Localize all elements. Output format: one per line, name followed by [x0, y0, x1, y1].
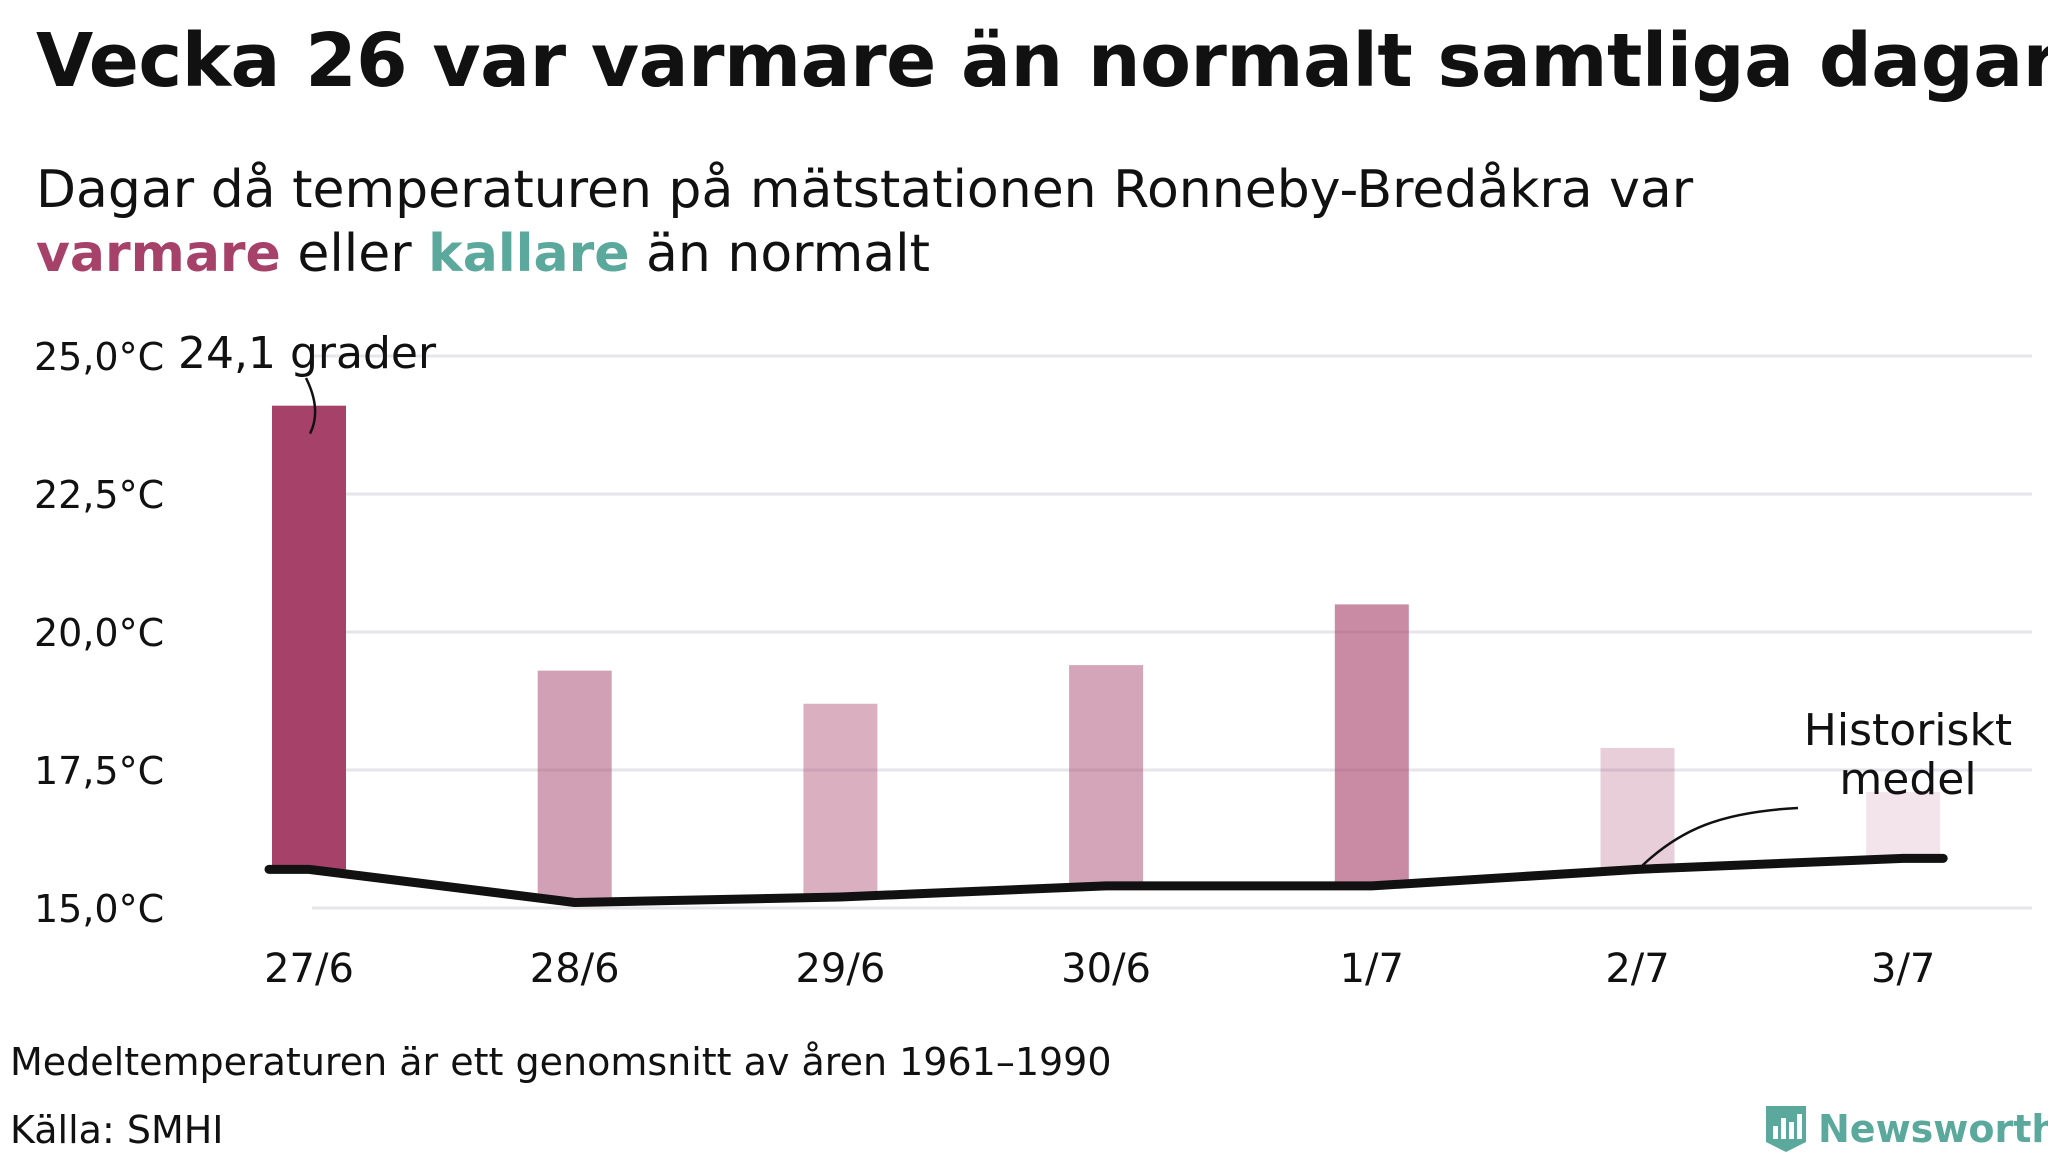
subtitle-cold-word: kallare — [428, 224, 630, 284]
x-tick-label: 30/6 — [1061, 946, 1151, 992]
x-tick-label: 3/7 — [1871, 946, 1935, 992]
y-tick-label: 17,5°C — [34, 749, 164, 793]
brand-name: Newsworthy — [1818, 1107, 2048, 1151]
subtitle-end: än normalt — [646, 224, 930, 284]
x-tick-label: 28/6 — [530, 946, 620, 992]
y-tick-label: 15,0°C — [34, 887, 164, 931]
max-value-annotation: 24,1 grader — [178, 328, 437, 379]
brand: Newsworthy — [1764, 1104, 2048, 1154]
max-annotation-pointer — [304, 377, 317, 435]
source-label: Källa: SMHI — [10, 1108, 224, 1152]
bar-chart: 15,0°C17,5°C20,0°C22,5°C25,0°C 27/6 28/6 2… — [34, 328, 2032, 992]
mean-annotation-line1: Historiskt — [1804, 705, 2012, 756]
x-tick-label: 2/7 — [1605, 946, 1669, 992]
bar-29/6 — [803, 703, 878, 897]
x-tick-label: 1/7 — [1340, 946, 1404, 992]
y-tick-label: 20,0°C — [34, 611, 164, 655]
x-axis-ticks: 27/6 28/6 29/6 30/6 1/7 2/7 3/7 — [264, 946, 1935, 992]
footnote: Medeltemperaturen är ett genomsnitt av å… — [10, 1040, 1112, 1084]
gridlines — [312, 354, 2032, 910]
bar-2/7 — [1600, 747, 1675, 870]
x-tick-label: 29/6 — [795, 946, 885, 992]
bar-28/6 — [537, 670, 612, 903]
bar-27/6 — [272, 405, 346, 870]
y-axis-ticks: 15,0°C 17,5°C 20,0°C 22,5°C 25,0°C — [34, 335, 164, 931]
x-tick-label: 27/6 — [264, 946, 354, 992]
subtitle-middle: eller — [297, 224, 412, 284]
mean-annotation-line2: medel — [1839, 754, 1976, 805]
mean-line — [264, 853, 1948, 907]
bar-1/7 — [1334, 604, 1409, 886]
y-tick-label: 25,0°C — [34, 335, 164, 379]
chart-subtitle: Dagar då temperaturen på mätstationen Ro… — [36, 158, 1936, 286]
mean-annotation-pointer — [1641, 806, 1799, 867]
newsworthy-logo-icon — [1766, 1106, 1806, 1152]
subtitle-warm-word: varmare — [36, 224, 281, 284]
chart-title: Vecka 26 var varmare än normalt samtliga… — [36, 18, 2048, 104]
subtitle-line1: Dagar då temperaturen på mätstationen Ro… — [36, 160, 1694, 220]
bar-30/6 — [1069, 665, 1144, 886]
bar-3/7 — [1866, 792, 1941, 859]
mean-line-group — [264, 853, 1948, 907]
y-tick-label: 22,5°C — [34, 473, 164, 517]
bars — [272, 405, 1941, 903]
